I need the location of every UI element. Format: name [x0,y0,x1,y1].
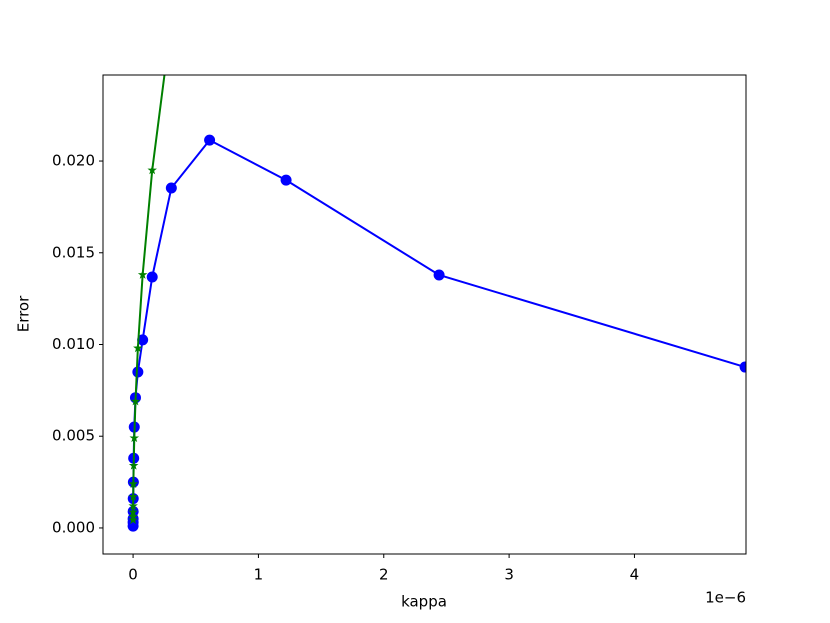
x-tick-label: 4 [630,566,640,584]
circle-marker [280,174,292,186]
circle-marker [146,271,158,283]
star-marker [137,269,148,279]
y-tick-label: 0.005 [52,427,95,445]
y-tick-label: 0.010 [52,335,95,353]
circle-marker [132,366,144,378]
x-tick-label: 1 [254,566,264,584]
star-marker [128,515,138,525]
circle-marker [165,182,177,194]
x-offset-text: 1e−6 [705,589,746,607]
star-marker [128,478,139,488]
star-marker [130,396,141,406]
series-line [132,75,166,521]
axes-frame [102,74,747,555]
star-marker [129,433,140,443]
star-marker [133,343,143,353]
circle-marker [433,269,445,281]
series-line [132,138,746,527]
circle-marker [204,134,216,146]
x-axis-label: kappa [401,593,447,611]
star-marker [128,507,138,517]
x-tick-label: 0 [128,566,138,584]
star-marker [147,165,157,175]
y-tick-label: 0.020 [52,152,95,170]
circle-marker [137,334,149,346]
plot-area [127,17,746,532]
circle-marker [127,520,139,532]
star-marker [128,460,139,470]
y-axis-label: Error [15,295,33,332]
star-marker [167,17,177,26]
x-tick-label: 3 [504,566,514,584]
circle-marker [739,361,746,373]
y-tick-label: 0.000 [52,518,95,536]
x-tick-label: 2 [379,566,389,584]
star-marker [128,491,138,501]
star-marker [128,500,138,510]
y-tick-label: 0.015 [52,243,95,261]
